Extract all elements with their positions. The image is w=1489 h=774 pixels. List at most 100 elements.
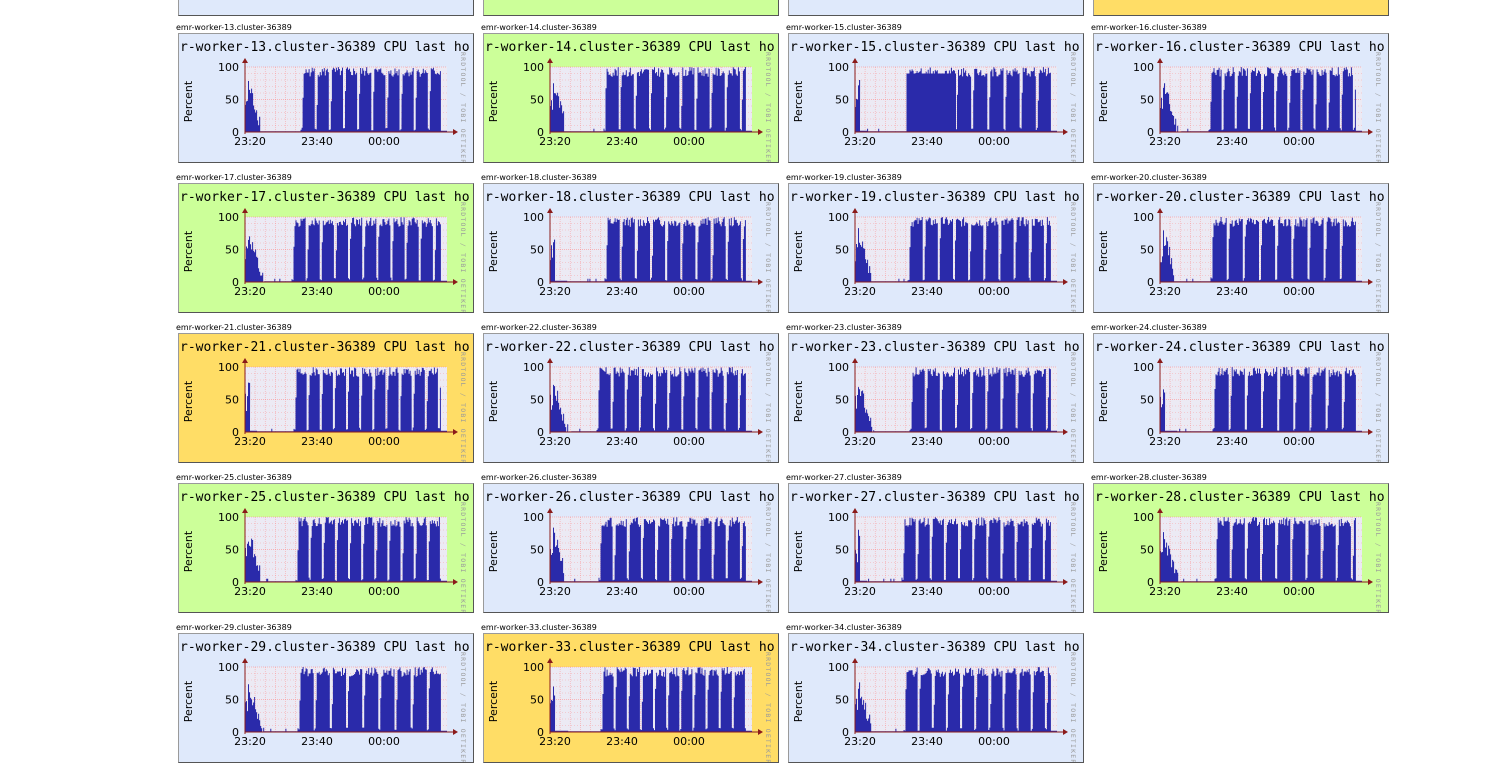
x-tick-label: 23:20 xyxy=(844,735,876,748)
y-tick-label: 50 xyxy=(225,694,239,707)
x-tick-label: 23:20 xyxy=(234,585,266,598)
cpu-graph[interactable]: r-worker-27.cluster-36389 CPU last ho 100… xyxy=(788,483,1084,613)
y-tick-label: 50 xyxy=(530,694,544,707)
y-tick-label: 50 xyxy=(835,694,849,707)
cpu-area-series xyxy=(245,667,447,732)
cpu-graph[interactable]: r-worker-23.cluster-36389 CPU last ho 100… xyxy=(788,333,1084,463)
x-tick-label: 00:00 xyxy=(978,135,1010,148)
y-tick-label: 0 xyxy=(842,126,849,139)
cpu-graph[interactable]: r-worker-21.cluster-36389 CPU last ho 100… xyxy=(178,333,474,463)
y-tick-label: 50 xyxy=(530,544,544,557)
graph-cell: emr-worker-16.cluster-36389 r-worker-16.c… xyxy=(1091,23,1396,174)
x-tick-label: 23:40 xyxy=(1216,135,1248,148)
partial-graph-top[interactable] xyxy=(1093,0,1389,16)
graph-cell: emr-worker-24.cluster-36389 r-worker-24.c… xyxy=(1091,323,1396,474)
y-tick-label: 100 xyxy=(828,61,849,74)
graph-title: r-worker-24.cluster-36389 CPU last ho xyxy=(1095,340,1385,355)
cpu-graph[interactable]: r-worker-25.cluster-36389 CPU last ho 100… xyxy=(178,483,474,613)
cpu-area-series xyxy=(855,517,1057,582)
graph-title: r-worker-21.cluster-36389 CPU last ho xyxy=(180,340,470,355)
rrdtool-watermark: RRDTOOL / TOBI OETIKER xyxy=(1069,502,1077,612)
y-tick-label: 50 xyxy=(1140,244,1154,257)
y-tick-label: 50 xyxy=(225,544,239,557)
cpu-graph[interactable]: r-worker-20.cluster-36389 CPU last ho 100… xyxy=(1093,183,1389,313)
rrdtool-watermark: RRDTOOL / TOBI OETIKER xyxy=(459,202,467,312)
y-tick-label: 100 xyxy=(523,61,544,74)
x-tick-label: 00:00 xyxy=(978,585,1010,598)
graph-caption: emr-worker-25.cluster-36389 xyxy=(176,473,292,482)
graph-cell: emr-worker-29.cluster-36389 r-worker-29.c… xyxy=(176,623,481,774)
y-tick-label: 50 xyxy=(1140,394,1154,407)
y-axis-label: Percent xyxy=(792,530,805,572)
cpu-graph[interactable]: r-worker-24.cluster-36389 CPU last ho 100… xyxy=(1093,333,1389,463)
cpu-graph[interactable]: r-worker-34.cluster-36389 CPU last ho 100… xyxy=(788,633,1084,763)
cpu-graph[interactable]: r-worker-29.cluster-36389 CPU last ho 100… xyxy=(178,633,474,763)
partial-graph-top[interactable] xyxy=(178,0,474,16)
x-tick-label: 23:20 xyxy=(539,435,571,448)
x-tick-label: 23:40 xyxy=(911,735,943,748)
x-tick-label: 23:20 xyxy=(539,585,571,598)
x-tick-label: 23:40 xyxy=(301,585,333,598)
graph-caption: emr-worker-20.cluster-36389 xyxy=(1091,173,1207,182)
graph-cell: emr-worker-22.cluster-36389 r-worker-22.c… xyxy=(481,323,786,474)
cpu-graph[interactable]: r-worker-19.cluster-36389 CPU last ho 100… xyxy=(788,183,1084,313)
y-axis-label: Percent xyxy=(487,680,500,722)
x-tick-label: 23:20 xyxy=(234,435,266,448)
y-axis-label: Percent xyxy=(487,80,500,122)
graph-caption: emr-worker-34.cluster-36389 xyxy=(786,623,902,632)
cpu-graph[interactable]: r-worker-18.cluster-36389 CPU last ho 100… xyxy=(483,183,779,313)
y-tick-label: 100 xyxy=(523,211,544,224)
cpu-graph[interactable]: r-worker-22.cluster-36389 CPU last ho 100… xyxy=(483,333,779,463)
rrdtool-watermark: RRDTOOL / TOBI OETIKER xyxy=(1374,52,1382,162)
cpu-graph[interactable]: r-worker-16.cluster-36389 CPU last ho 100… xyxy=(1093,33,1389,163)
graph-cell: emr-worker-14.cluster-36389 r-worker-14.c… xyxy=(481,23,786,174)
x-tick-label: 23:40 xyxy=(911,135,943,148)
cpu-graph[interactable]: r-worker-14.cluster-36389 CPU last ho 100… xyxy=(483,33,779,163)
cpu-graph[interactable]: r-worker-26.cluster-36389 CPU last ho 100… xyxy=(483,483,779,613)
rrdtool-watermark: RRDTOOL / TOBI OETIKER xyxy=(1374,202,1382,312)
graph-cell: emr-worker-34.cluster-36389 r-worker-34.c… xyxy=(786,623,1091,774)
x-tick-label: 23:20 xyxy=(844,135,876,148)
cpu-graph[interactable]: r-worker-13.cluster-36389 CPU last ho 100… xyxy=(178,33,474,163)
x-tick-label: 23:20 xyxy=(844,585,876,598)
cpu-graph[interactable]: r-worker-15.cluster-36389 CPU last ho 100… xyxy=(788,33,1084,163)
y-tick-label: 50 xyxy=(225,394,239,407)
y-tick-label: 100 xyxy=(523,361,544,374)
partial-graph-top[interactable] xyxy=(788,0,1084,16)
partial-graph-top[interactable] xyxy=(483,0,779,16)
y-tick-label: 100 xyxy=(828,511,849,524)
rrdtool-watermark: RRDTOOL / TOBI OETIKER xyxy=(459,52,467,162)
cpu-graph[interactable]: r-worker-17.cluster-36389 CPU last ho 100… xyxy=(178,183,474,313)
graph-caption: emr-worker-14.cluster-36389 xyxy=(481,23,597,32)
x-tick-label: 23:20 xyxy=(844,435,876,448)
y-tick-label: 100 xyxy=(218,661,239,674)
y-axis-label: Percent xyxy=(182,230,195,272)
y-tick-label: 50 xyxy=(835,244,849,257)
y-tick-label: 50 xyxy=(530,244,544,257)
y-axis-label: Percent xyxy=(182,80,195,122)
y-tick-label: 0 xyxy=(1147,126,1154,139)
x-tick-label: 23:40 xyxy=(606,285,638,298)
graph-caption: emr-worker-27.cluster-36389 xyxy=(786,473,902,482)
cpu-graph[interactable]: r-worker-28.cluster-36389 CPU last ho 100… xyxy=(1093,483,1389,613)
x-tick-label: 23:20 xyxy=(539,135,571,148)
x-tick-label: 00:00 xyxy=(1283,435,1315,448)
x-tick-label: 23:40 xyxy=(911,435,943,448)
x-tick-label: 23:40 xyxy=(301,135,333,148)
rrdtool-watermark: RRDTOOL / TOBI OETIKER xyxy=(1069,652,1077,762)
x-tick-label: 23:20 xyxy=(1149,585,1181,598)
y-tick-label: 100 xyxy=(1133,211,1154,224)
graph-cell: emr-worker-25.cluster-36389 r-worker-25.c… xyxy=(176,473,481,624)
cpu-graph[interactable]: r-worker-33.cluster-36389 CPU last ho 100… xyxy=(483,633,779,763)
graph-cell: emr-worker-18.cluster-36389 r-worker-18.c… xyxy=(481,173,786,324)
rrdtool-watermark: RRDTOOL / TOBI OETIKER xyxy=(459,502,467,612)
x-tick-label: 00:00 xyxy=(673,735,705,748)
cpu-area-series xyxy=(245,367,447,432)
y-tick-label: 50 xyxy=(1140,544,1154,557)
graph-cell: emr-worker-21.cluster-36389 r-worker-21.c… xyxy=(176,323,481,474)
rrdtool-watermark: RRDTOOL / TOBI OETIKER xyxy=(459,352,467,462)
rrdtool-watermark: RRDTOOL / TOBI OETIKER xyxy=(764,202,772,312)
y-tick-label: 0 xyxy=(232,126,239,139)
y-tick-label: 0 xyxy=(537,276,544,289)
graph-title: r-worker-26.cluster-36389 CPU last ho xyxy=(485,490,775,505)
